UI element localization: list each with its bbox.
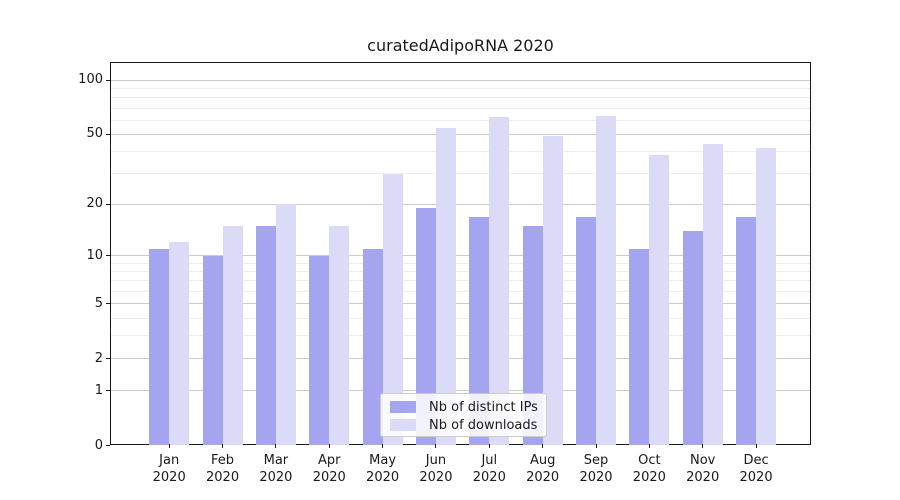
minor-gridline-30 — [111, 173, 810, 175]
bar-downloads-sep — [596, 116, 616, 446]
major-gridline-10 — [111, 255, 810, 257]
bar-distinct-ips-apr — [309, 255, 330, 446]
minor-gridline-7 — [111, 280, 810, 282]
major-gridline-2 — [111, 358, 810, 360]
minor-gridline-3 — [111, 335, 810, 337]
bar-downloads-jan — [169, 242, 190, 446]
major-gridline-5 — [111, 303, 810, 305]
x-tick-label-sep: Sep 2020 — [579, 453, 613, 485]
y-tick-0 — [106, 445, 110, 446]
bar-distinct-ips-oct — [629, 248, 650, 446]
chart-title: curatedAdipoRNA 2020 — [367, 36, 554, 55]
x-tick-nov — [702, 444, 704, 448]
x-tick-may — [382, 444, 384, 448]
y-tick-10 — [106, 255, 110, 257]
bar-downloads-jun — [435, 128, 456, 446]
bar-distinct-ips-jul — [469, 216, 490, 446]
bar-distinct-ips-mar — [255, 225, 276, 446]
x-tick-label-apr: Apr 2020 — [312, 453, 346, 485]
major-gridline-50 — [111, 133, 810, 135]
x-tick-label-jun: Jun 2020 — [419, 453, 453, 485]
y-tick-label-5: 5 — [94, 295, 103, 311]
x-tick-dec — [755, 444, 757, 448]
minor-gridline-80 — [111, 97, 810, 99]
bar-downloads-mar — [275, 204, 296, 446]
legend-label-distinct-ips: Nb of distinct IPs — [429, 399, 538, 415]
major-gridline-20 — [111, 203, 810, 205]
y-tick-label-100: 100 — [78, 72, 103, 88]
x-tick-jun — [435, 444, 437, 448]
minor-gridline-4 — [111, 317, 810, 319]
bar-downloads-aug — [542, 135, 563, 446]
bar-distinct-ips-nov — [682, 231, 703, 446]
y-tick-1 — [106, 390, 110, 392]
x-tick-label-mar: Mar 2020 — [259, 453, 293, 485]
y-tick-label-50: 50 — [86, 126, 103, 142]
bar-downloads-dec — [756, 147, 777, 446]
major-gridline-100 — [111, 79, 810, 81]
x-tick-label-feb: Feb 2020 — [206, 453, 240, 485]
y-tick-label-0: 0 — [94, 437, 103, 453]
x-tick-label-dec: Dec 2020 — [739, 453, 773, 485]
legend-label-downloads: Nb of downloads — [429, 417, 538, 433]
y-tick-label-20: 20 — [86, 196, 103, 212]
major-gridline-1 — [111, 390, 810, 392]
y-tick-label-10: 10 — [86, 247, 103, 263]
bar-downloads-jul — [489, 117, 510, 446]
bar-distinct-ips-dec — [736, 216, 757, 446]
bar-distinct-ips-jan — [149, 248, 170, 446]
x-tick-aug — [542, 444, 544, 448]
bar-distinct-ips-aug — [522, 225, 543, 446]
y-tick-label-2: 2 — [94, 350, 103, 366]
minor-gridline-40 — [111, 150, 810, 152]
bar-distinct-ips-sep — [576, 216, 596, 446]
x-tick-label-may: May 2020 — [366, 453, 400, 485]
y-tick-5 — [106, 303, 110, 305]
x-tick-label-nov: Nov 2020 — [686, 453, 720, 485]
x-tick-jan — [168, 444, 170, 448]
bar-downloads-may — [382, 173, 403, 446]
x-tick-label-aug: Aug 2020 — [526, 453, 560, 485]
x-tick-mar — [275, 444, 277, 448]
legend-swatch-downloads — [390, 419, 416, 431]
minor-gridline-8 — [111, 271, 810, 273]
y-tick-2 — [106, 358, 110, 360]
legend-item-distinct-ips: Nb of distinct IPs — [390, 398, 538, 416]
x-tick-sep — [595, 444, 597, 448]
x-tick-label-jul: Jul 2020 — [472, 453, 506, 485]
y-tick-20 — [106, 203, 110, 205]
x-tick-apr — [328, 444, 330, 448]
minor-gridline-6 — [111, 290, 810, 292]
bar-downloads-feb — [222, 225, 243, 446]
legend-swatch-distinct-ips — [390, 401, 416, 413]
bar-downloads-oct — [649, 155, 670, 446]
bar-distinct-ips-jun — [415, 208, 436, 446]
minor-gridline-9 — [111, 262, 810, 264]
bar-distinct-ips-feb — [202, 255, 223, 446]
y-tick-50 — [106, 133, 110, 135]
plot-area: 0 1 2 5 10 20 50 100 Jan 2020 Feb 2020 Mar 2020 Apr 202… — [78, 62, 811, 485]
bar-downloads-apr — [329, 225, 350, 446]
y-tick-label-1: 1 — [94, 382, 103, 398]
y-tick-100 — [106, 79, 110, 81]
minor-gridline-70 — [111, 107, 810, 109]
minor-gridline-60 — [111, 119, 810, 121]
minor-gridline-90 — [111, 87, 810, 89]
bar-distinct-ips-may — [362, 248, 383, 446]
legend: Nb of distinct IPs Nb of downloads — [380, 393, 547, 437]
bar-downloads-nov — [702, 144, 723, 446]
x-tick-oct — [648, 444, 650, 448]
legend-item-downloads: Nb of downloads — [390, 416, 538, 434]
x-tick-jul — [488, 444, 490, 448]
x-tick-label-jan: Jan 2020 — [152, 453, 186, 485]
x-tick-label-oct: Oct 2020 — [632, 453, 666, 485]
x-tick-feb — [222, 444, 224, 448]
